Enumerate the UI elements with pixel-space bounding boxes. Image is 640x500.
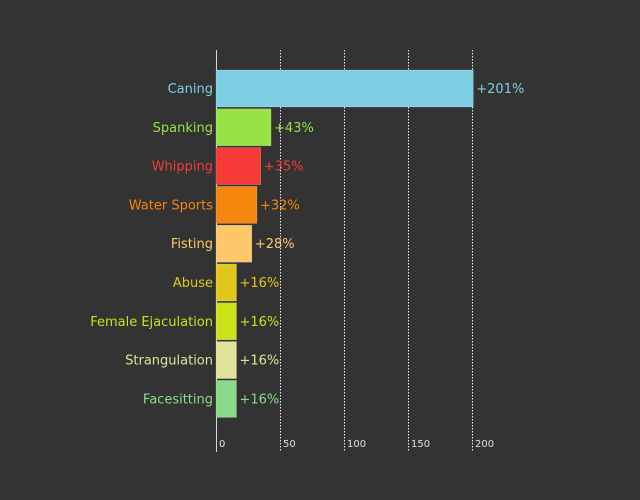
value-labels: +201% +43% +35% +32% +28% +16% +16% +16% +16%: [239, 82, 524, 407]
bar: [215, 186, 258, 224]
value-label: +32%: [260, 198, 300, 213]
bar: [215, 380, 237, 418]
category-label: Whipping: [152, 160, 213, 175]
category-label: Spanking: [153, 121, 213, 136]
category-label: Caning: [168, 82, 213, 97]
x-tick-labels: 0 50 100 150 200: [219, 439, 494, 450]
bars: [215, 69, 474, 418]
value-label: +16%: [239, 354, 279, 369]
x-tick-label: 50: [283, 439, 296, 450]
value-label: +16%: [239, 276, 279, 291]
bar: [215, 69, 474, 108]
bar: [215, 263, 237, 302]
bar: [215, 224, 253, 263]
value-label: +201%: [476, 82, 524, 97]
value-label: +28%: [255, 237, 295, 252]
value-label: +16%: [239, 392, 279, 407]
bar: [215, 302, 237, 341]
category-label: Water Sports: [129, 198, 213, 213]
category-label: Abuse: [173, 276, 213, 291]
value-label: +35%: [264, 160, 304, 175]
value-label: +43%: [274, 121, 314, 136]
bar: [215, 341, 237, 379]
x-tick-label: 100: [347, 439, 366, 450]
x-tick-label: 200: [475, 439, 494, 450]
x-tick-label: 150: [411, 439, 430, 450]
x-tick-label: 0: [219, 439, 225, 450]
category-labels: Caning Spanking Whipping Water Sports Fistin…: [90, 82, 213, 407]
value-label: +16%: [239, 315, 279, 330]
bar: [215, 147, 262, 185]
category-label: Strangulation: [125, 354, 213, 369]
category-label: Female Ejaculation: [90, 315, 213, 330]
category-label: Fisting: [171, 237, 213, 252]
category-label: Facesitting: [143, 392, 213, 407]
bar: [215, 108, 272, 147]
